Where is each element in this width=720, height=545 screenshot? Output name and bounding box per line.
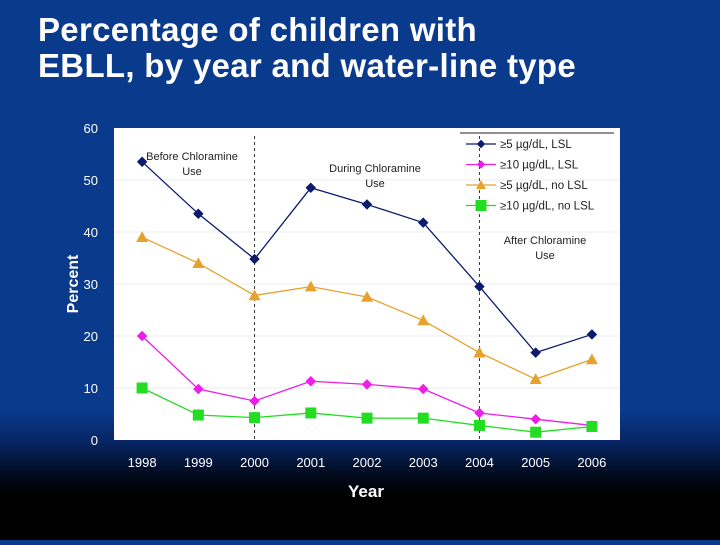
- data-point-marker: [417, 383, 429, 395]
- slide-title: Percentage of children with EBLL, by yea…: [38, 12, 708, 84]
- data-point-marker: [192, 409, 204, 421]
- annotation-line-2: Use: [365, 178, 385, 190]
- data-point-marker: [192, 383, 204, 395]
- data-point-marker: [249, 395, 260, 407]
- data-point-marker: [136, 231, 149, 242]
- data-point-marker: [248, 289, 261, 301]
- data-point-marker: [417, 217, 429, 228]
- annotation-line-1: After Chloramine: [504, 235, 587, 247]
- data-point-marker: [361, 412, 373, 424]
- x-tick-label: 2006: [577, 455, 606, 470]
- data-point-marker: [473, 419, 485, 431]
- title-line-2: EBLL, by year and water-line type: [38, 47, 577, 84]
- title-line-1: Percentage of children with: [38, 11, 478, 48]
- legend-entry: ≥10 µg/dL, LSL: [466, 160, 579, 172]
- data-point-marker: [192, 257, 205, 268]
- data-point-marker: [529, 373, 542, 384]
- x-tick-label: 2001: [296, 455, 325, 470]
- data-point-marker: [192, 208, 204, 220]
- y-axis-label: Percent: [65, 254, 82, 313]
- data-point-marker: [361, 199, 373, 210]
- y-tick-label: 30: [84, 277, 98, 292]
- x-tick-label: 2004: [465, 455, 494, 470]
- data-point-marker: [417, 314, 430, 326]
- data-point-marker: [305, 407, 317, 419]
- data-point-marker: [530, 426, 542, 438]
- data-point-marker: [530, 347, 542, 358]
- y-tick-label: 0: [91, 433, 98, 448]
- y-tick-label: 50: [84, 173, 98, 188]
- data-point-marker: [586, 420, 598, 432]
- data-point-marker: [136, 330, 148, 342]
- data-point-marker: [305, 375, 317, 387]
- data-point-marker: [473, 346, 486, 358]
- legend-label: ≥10 µg/dL, no LSL: [500, 201, 595, 213]
- x-tick-label: 1998: [128, 455, 157, 470]
- x-tick-label: 2005: [521, 455, 550, 470]
- data-point-marker: [136, 382, 148, 394]
- x-tick-label: 1999: [184, 455, 213, 470]
- period-annotation: After Chloramine Use: [504, 235, 587, 262]
- legend-entry: ≥5 µg/dL, LSL: [466, 139, 572, 151]
- data-point-marker: [417, 412, 429, 424]
- data-point-marker: [476, 160, 486, 169]
- legend-label: ≥10 µg/dL, LSL: [500, 160, 579, 172]
- annotation-line-2: Use: [182, 166, 202, 178]
- y-tick-label: 10: [84, 381, 98, 396]
- data-point-marker: [476, 180, 486, 189]
- annotation-line-1: During Chloramine: [329, 163, 421, 175]
- data-point-marker: [305, 182, 317, 194]
- legend-label: ≥5 µg/dL, no LSL: [500, 180, 588, 192]
- data-point-marker: [475, 200, 487, 211]
- legend-entry: ≥10 µg/dL, no LSL: [466, 200, 595, 213]
- x-tick-label: 2000: [240, 455, 269, 470]
- data-point-marker: [361, 291, 373, 302]
- data-point-marker: [530, 413, 542, 425]
- data-point-marker: [474, 281, 485, 292]
- annotation-line-1: Before Chloramine: [146, 151, 238, 163]
- data-point-marker: [136, 156, 148, 168]
- data-point-marker: [304, 280, 317, 292]
- y-tick-label: 20: [84, 329, 98, 344]
- y-tick-label: 40: [84, 225, 98, 240]
- data-point-marker: [476, 139, 486, 149]
- data-point-marker: [474, 407, 485, 419]
- data-point-marker: [249, 412, 261, 424]
- period-annotation: During Chloramine Use: [329, 163, 421, 190]
- period-annotation: Before Chloramine Use: [146, 151, 238, 178]
- y-tick-label: 60: [84, 121, 98, 136]
- data-point-marker: [361, 379, 373, 390]
- data-point-marker: [249, 253, 260, 265]
- legend-entry: ≥5 µg/dL, no LSL: [466, 180, 588, 192]
- x-tick-label: 2003: [409, 455, 438, 470]
- data-point-marker: [586, 329, 598, 340]
- legend-label: ≥5 µg/dL, LSL: [500, 139, 572, 151]
- x-tick-label: 2002: [353, 455, 382, 470]
- x-axis-label: Year: [348, 482, 384, 501]
- annotation-line-2: Use: [535, 250, 555, 262]
- data-point-marker: [585, 353, 598, 365]
